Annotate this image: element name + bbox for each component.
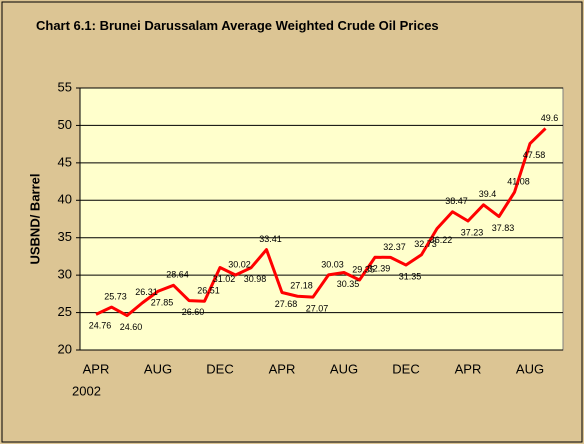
data-label: 30.02 xyxy=(228,259,251,269)
x-tick-label: AUG xyxy=(516,361,544,376)
data-label: 39.4 xyxy=(479,189,497,199)
y-tick-label: 20 xyxy=(58,341,72,356)
data-label: 31.35 xyxy=(399,271,422,281)
data-label: 26.60 xyxy=(182,307,205,317)
x-tick-label: DEC xyxy=(206,361,233,376)
chart-title: Chart 6.1: Brunei Darussalam Average Wei… xyxy=(36,18,439,33)
y-tick-label: 25 xyxy=(58,304,72,319)
x-tick-label: DEC xyxy=(392,361,419,376)
y-tick-label: 50 xyxy=(58,117,72,132)
data-label: 32.39 xyxy=(368,264,391,274)
data-label: 37.83 xyxy=(492,223,515,233)
data-label: 28.64 xyxy=(166,270,189,280)
data-label: 30.03 xyxy=(321,259,344,269)
data-label: 27.18 xyxy=(290,281,313,291)
plot-area xyxy=(79,87,564,351)
y-tick-label: 45 xyxy=(58,154,72,169)
x-tick-label: APR xyxy=(83,361,110,376)
y-tick-label: 55 xyxy=(58,79,72,94)
y-tick-label: 30 xyxy=(58,267,72,282)
data-label: 27.07 xyxy=(306,303,329,313)
data-label: 31.02 xyxy=(213,274,236,284)
data-label: 33.41 xyxy=(259,234,282,244)
data-label: 27.68 xyxy=(275,299,298,309)
x-tick-label: APR xyxy=(455,361,482,376)
data-label: 30.98 xyxy=(244,274,267,284)
data-label: 29.35 xyxy=(352,264,375,274)
x-tick-label: AUG xyxy=(330,361,358,376)
price-line xyxy=(95,127,547,318)
x-sublabel: 2002 xyxy=(72,383,101,398)
data-label: 37.23 xyxy=(461,227,484,237)
data-label: 49.6 xyxy=(541,113,559,123)
data-label: 32.73 xyxy=(414,239,437,249)
y-axis-label: USBND/ Barrel xyxy=(27,173,42,264)
data-label: 26.31 xyxy=(135,287,158,297)
data-label: 25.73 xyxy=(104,291,127,301)
data-label: 47.58 xyxy=(523,150,546,160)
y-tick-label: 40 xyxy=(58,192,72,207)
data-label: 24.60 xyxy=(120,322,143,332)
x-tick-label: APR xyxy=(269,361,296,376)
data-label: 38.47 xyxy=(445,196,468,206)
data-label: 26.51 xyxy=(197,286,220,296)
data-label: 41.08 xyxy=(507,177,530,187)
data-label: 27.85 xyxy=(151,298,174,308)
y-tick-label: 35 xyxy=(58,229,72,244)
data-label: 30.35 xyxy=(337,279,360,289)
data-label: 24.76 xyxy=(89,321,112,331)
data-label: 36.22 xyxy=(430,235,453,245)
x-tick-label: AUG xyxy=(144,361,172,376)
data-label: 32.37 xyxy=(383,242,406,252)
